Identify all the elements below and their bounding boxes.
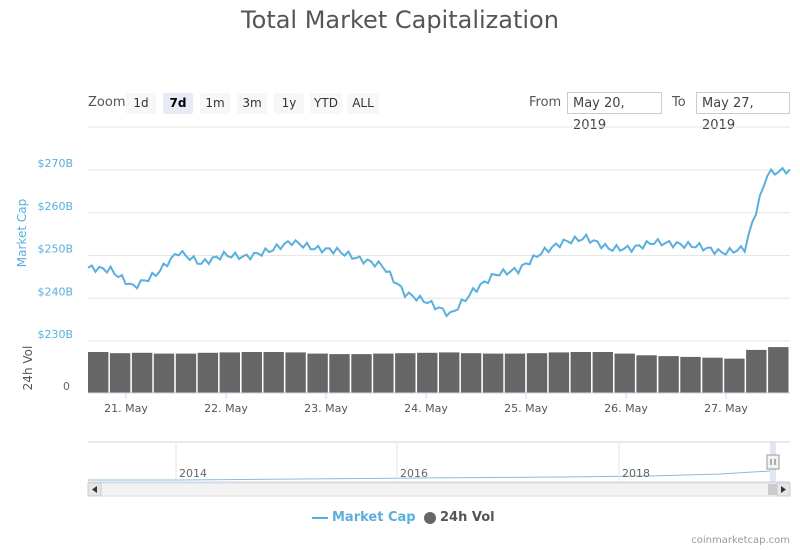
volume-bar	[680, 356, 701, 393]
x-tick-label: 27. May	[704, 402, 748, 415]
volume-bar	[241, 352, 262, 393]
volume-bar	[570, 352, 591, 393]
x-tick-label: 22. May	[204, 402, 248, 415]
volume-bar	[88, 352, 109, 393]
circle-swatch-icon	[424, 511, 436, 524]
volume-bar	[153, 353, 175, 393]
volume-bar	[460, 353, 482, 393]
volume-bar	[175, 353, 197, 393]
volume-bar	[439, 352, 460, 393]
volume-axis-title: 24h Vol	[21, 346, 35, 391]
volume-bar	[329, 354, 350, 393]
zoom-1d-button[interactable]: 1d	[126, 93, 156, 114]
volume-bar	[373, 353, 394, 393]
navigator-handle[interactable]	[766, 454, 780, 470]
legend-24h-vol[interactable]: 24h Vol	[424, 510, 495, 525]
x-tick-label: 26. May	[604, 402, 648, 415]
navigator-tick-label: 2014	[179, 467, 207, 480]
y-tick-label: $250B	[37, 243, 73, 256]
line-swatch-icon	[312, 516, 328, 519]
price-series	[87, 166, 791, 318]
volume-bar	[417, 352, 438, 393]
x-tick-label: 25. May	[504, 402, 548, 415]
zoom-label: Zoom	[88, 95, 126, 110]
zoom-all-button[interactable]: ALL	[347, 93, 379, 114]
volume-bar	[351, 354, 372, 393]
scroll-right-arrow-icon	[781, 486, 786, 493]
zoom-7d-button[interactable]: 7d	[163, 93, 193, 114]
chart-title: Total Market Capitalization	[241, 6, 559, 34]
volume-bar	[768, 347, 789, 393]
legend-market-cap-label: Market Cap	[332, 510, 416, 525]
volume-bar	[395, 353, 416, 393]
volume-bar	[482, 353, 504, 393]
y-tick-label: $270B	[37, 157, 73, 170]
y-tick-label: $260B	[37, 200, 73, 213]
y-tick-label: $240B	[37, 285, 73, 298]
navigator[interactable]: 2014 2016 2018	[87, 441, 791, 497]
y-axis: $230B $240B $250B $260B $270B	[37, 157, 73, 341]
zoom-3m-button[interactable]: 3m	[237, 93, 267, 114]
range-from-label: From	[529, 95, 562, 110]
legend-market-cap[interactable]: Market Cap	[312, 510, 416, 525]
volume-bar	[197, 352, 219, 393]
x-tick-label: 23. May	[304, 402, 348, 415]
volume-bar	[724, 358, 745, 393]
credits-link[interactable]: coinmarketcap.com	[691, 535, 790, 546]
range-from-input[interactable]: May 20, 2019	[567, 92, 662, 133]
x-axis: 21. May 22. May 23. May 24. May 25. May 26. M…	[104, 393, 748, 415]
volume-bar	[131, 352, 153, 393]
volume-bar	[504, 353, 526, 393]
grid-lines	[88, 126, 790, 342]
volume-bars	[88, 347, 790, 394]
scrollbar-thumb[interactable]	[768, 484, 778, 495]
volume-bar	[307, 353, 328, 393]
volume-axis-tick: 0	[63, 380, 70, 393]
range-to-label: To	[672, 95, 686, 110]
navigator-scrollbar[interactable]	[87, 482, 791, 497]
navigator-tick-label: 2018	[622, 467, 650, 480]
volume-bar	[219, 352, 240, 393]
volume-bar	[263, 352, 284, 393]
volume-bar	[746, 349, 767, 393]
y-tick-label: $230B	[37, 328, 73, 341]
volume-bar	[592, 352, 613, 393]
zoom-ytd-button[interactable]: YTD	[310, 93, 342, 114]
y-axis-title: Market Cap	[15, 199, 29, 267]
volume-bar	[614, 353, 635, 393]
volume-bar	[526, 353, 548, 393]
volume-bar	[658, 356, 679, 393]
volume-bar	[636, 355, 657, 393]
volume-bar	[285, 352, 306, 393]
market-cap-line	[87, 166, 791, 318]
x-tick-label: 24. May	[404, 402, 448, 415]
zoom-1m-button[interactable]: 1m	[200, 93, 230, 114]
legend-24h-vol-label: 24h Vol	[440, 510, 495, 525]
navigator-tick-label: 2016	[400, 467, 428, 480]
navigator-series	[88, 470, 771, 481]
volume-bar	[109, 353, 131, 393]
volume-bar	[702, 357, 723, 393]
x-tick-label: 21. May	[104, 402, 148, 415]
zoom-1y-button[interactable]: 1y	[274, 93, 304, 114]
scroll-left-arrow-icon	[92, 486, 97, 493]
volume-bar	[548, 352, 570, 393]
range-to-input[interactable]: May 27, 2019	[696, 92, 790, 133]
